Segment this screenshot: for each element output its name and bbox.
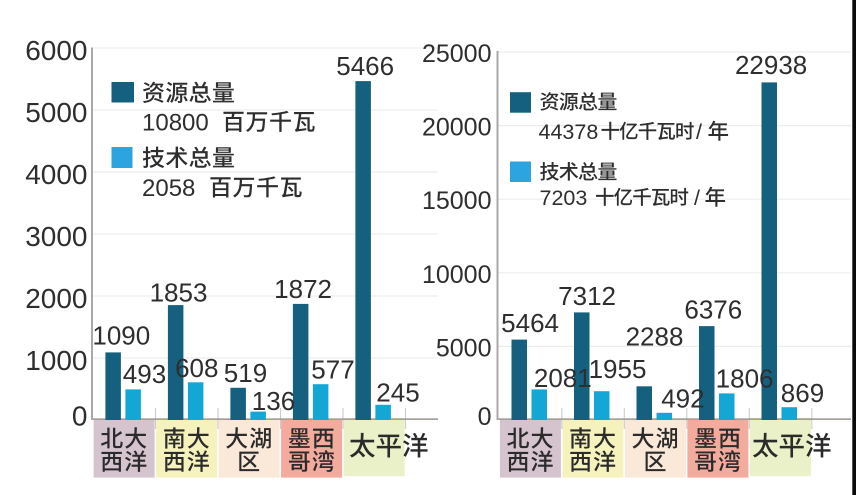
svg-text:7203: 7203: [540, 186, 588, 210]
svg-text:10000: 10000: [422, 261, 492, 289]
svg-text:1872: 1872: [274, 274, 332, 304]
svg-text:20000: 20000: [422, 114, 492, 142]
svg-text:5000: 5000: [25, 97, 87, 128]
svg-text:5000: 5000: [436, 334, 492, 362]
svg-text:1000: 1000: [25, 345, 87, 376]
svg-text:519: 519: [224, 358, 267, 388]
svg-text:1806: 1806: [716, 363, 774, 393]
svg-text:25000: 25000: [422, 40, 492, 68]
svg-text:2081: 2081: [534, 363, 592, 393]
svg-text:15000: 15000: [422, 187, 492, 215]
svg-text:4000: 4000: [25, 159, 87, 190]
svg-text:/: /: [694, 186, 700, 210]
svg-text:10800: 10800: [142, 109, 209, 136]
svg-text:608: 608: [175, 353, 218, 383]
svg-text:6376: 6376: [684, 294, 742, 324]
svg-text:5466: 5466: [336, 51, 394, 81]
svg-text:6000: 6000: [25, 35, 87, 66]
svg-text:/: /: [696, 120, 702, 144]
svg-text:7312: 7312: [558, 281, 616, 311]
svg-text:492: 492: [661, 383, 704, 413]
svg-text:0: 0: [72, 401, 88, 432]
svg-text:44378: 44378: [539, 120, 599, 144]
svg-text:577: 577: [311, 354, 354, 384]
svg-text:136: 136: [252, 386, 295, 416]
svg-text:2000: 2000: [25, 283, 87, 314]
svg-text:1090: 1090: [92, 320, 150, 350]
svg-text:1955: 1955: [589, 354, 647, 384]
svg-text:22938: 22938: [735, 50, 807, 80]
svg-text:493: 493: [123, 359, 166, 389]
svg-text:245: 245: [376, 377, 419, 407]
svg-text:3000: 3000: [25, 221, 87, 252]
svg-text:869: 869: [781, 378, 824, 408]
svg-text:2058: 2058: [142, 175, 195, 202]
svg-text:5464: 5464: [501, 308, 559, 338]
svg-text:0: 0: [478, 403, 492, 431]
svg-text:2288: 2288: [626, 321, 684, 351]
svg-text:1853: 1853: [150, 277, 208, 307]
